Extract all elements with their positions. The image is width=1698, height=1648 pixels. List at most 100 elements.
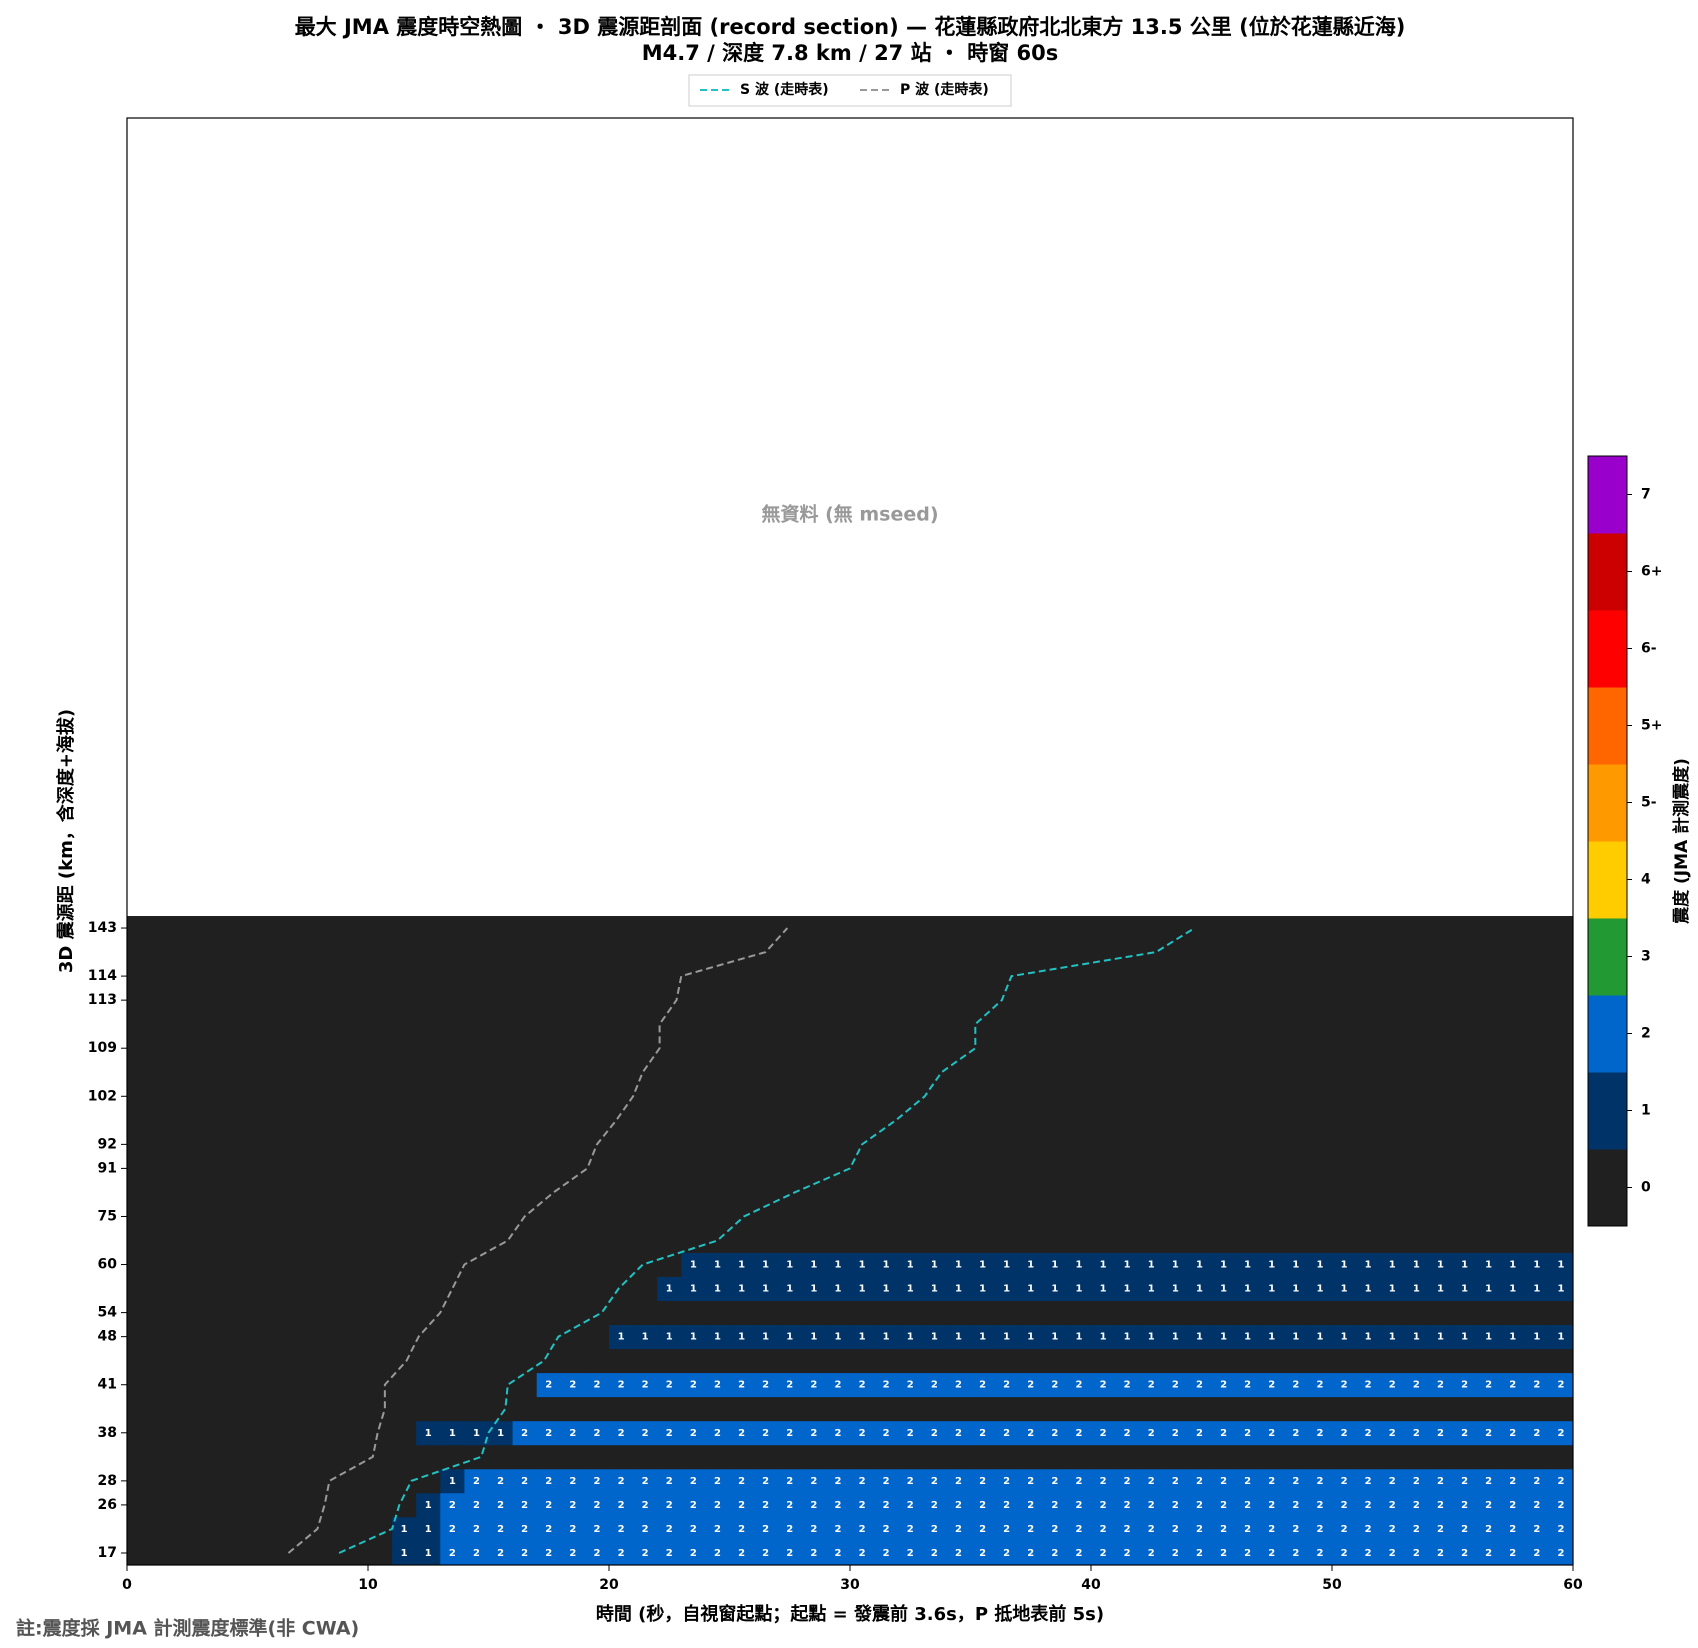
cell — [416, 1156, 441, 1181]
cell — [175, 1252, 200, 1277]
cell-label: 2 — [1172, 1428, 1179, 1439]
cell — [295, 1012, 321, 1037]
cell — [199, 1060, 224, 1085]
cell — [536, 988, 562, 1013]
cell — [1163, 1276, 1188, 1301]
cell-label: 2 — [1244, 1524, 1251, 1535]
cell-label: 2 — [1268, 1548, 1275, 1559]
cell-label: 2 — [1051, 1548, 1058, 1559]
cell — [1356, 1348, 1381, 1374]
cell — [175, 964, 200, 989]
cell-label: 1 — [883, 1284, 890, 1295]
cell — [319, 1444, 345, 1470]
cell — [1066, 1540, 1092, 1566]
cell — [1332, 1540, 1357, 1566]
cell — [1524, 964, 1550, 989]
cell — [512, 1060, 538, 1085]
cell — [488, 1012, 513, 1037]
cell — [560, 1084, 586, 1109]
cell — [560, 1204, 586, 1229]
cell — [271, 1252, 297, 1277]
cell-label: 2 — [714, 1476, 721, 1487]
cell — [657, 1180, 682, 1205]
cell — [271, 1492, 297, 1518]
cell-label: 1 — [1292, 1284, 1299, 1295]
cell — [319, 1516, 345, 1542]
cell — [1356, 1276, 1381, 1301]
cell — [1404, 1444, 1429, 1470]
cell — [609, 1396, 634, 1422]
cell-label: 2 — [1124, 1380, 1131, 1391]
cell — [488, 1516, 513, 1542]
cell — [1524, 1420, 1550, 1446]
cell — [777, 1516, 803, 1542]
cell — [898, 1324, 923, 1350]
cell — [825, 1540, 851, 1566]
cell — [1476, 1420, 1502, 1446]
cell — [1259, 1396, 1285, 1422]
cell — [657, 1204, 682, 1229]
cell — [127, 1300, 152, 1326]
cell — [850, 1276, 875, 1301]
cell — [1018, 916, 1044, 941]
cell — [970, 1180, 995, 1205]
cell — [295, 1036, 321, 1061]
cell-label: 2 — [1557, 1524, 1564, 1535]
cell — [488, 940, 513, 965]
cell — [898, 916, 923, 941]
cell — [368, 1324, 393, 1350]
cell-label: 2 — [979, 1428, 986, 1439]
cell — [247, 964, 272, 989]
cell — [970, 1252, 995, 1277]
cell — [175, 1084, 200, 1109]
cell-label: 2 — [1437, 1428, 1444, 1439]
cell — [1187, 1324, 1212, 1350]
cell — [1356, 1228, 1381, 1253]
cell — [151, 1204, 176, 1229]
colorbar-tick-label: 6+ — [1641, 564, 1662, 580]
cell — [850, 1516, 875, 1542]
cell — [970, 1468, 995, 1494]
cell — [247, 1012, 272, 1037]
cell — [1332, 1276, 1357, 1301]
cell-label: 1 — [810, 1284, 817, 1295]
cell — [560, 1372, 586, 1398]
cell — [247, 1420, 272, 1446]
cell — [1066, 1036, 1092, 1061]
cell — [1500, 1228, 1526, 1253]
cell — [151, 1156, 176, 1181]
cell — [175, 1372, 200, 1398]
cell — [223, 1012, 248, 1037]
cell — [223, 1372, 248, 1398]
cell — [1259, 1012, 1285, 1037]
cell-label: 1 — [1533, 1260, 1540, 1271]
cell-label: 2 — [786, 1500, 793, 1511]
cell — [416, 916, 441, 941]
cell — [1500, 1372, 1526, 1398]
cell-label: 2 — [955, 1500, 962, 1511]
cell — [295, 1492, 321, 1518]
cell — [1500, 1516, 1526, 1542]
cell-label: 1 — [1389, 1260, 1396, 1271]
cell — [1187, 988, 1212, 1013]
cell — [1066, 1108, 1092, 1133]
cell — [416, 1060, 441, 1085]
cell — [440, 1348, 465, 1374]
cell — [898, 1348, 923, 1374]
cell — [609, 1420, 634, 1446]
cell — [1211, 1300, 1236, 1326]
x-tick-label: 0 — [122, 1577, 132, 1593]
cell — [512, 1228, 538, 1253]
y-tick-label: 114 — [88, 968, 117, 984]
cell — [681, 1468, 706, 1494]
cell — [223, 1036, 248, 1061]
cell-label: 1 — [1485, 1332, 1492, 1343]
cell — [127, 940, 152, 965]
cell — [295, 1300, 321, 1326]
cell — [705, 1420, 730, 1446]
y-tick-label: 41 — [98, 1377, 117, 1393]
y-tick-label: 102 — [88, 1088, 117, 1104]
cell — [271, 1276, 297, 1301]
cell-label: 1 — [714, 1332, 721, 1343]
cell-label: 1 — [1437, 1260, 1444, 1271]
